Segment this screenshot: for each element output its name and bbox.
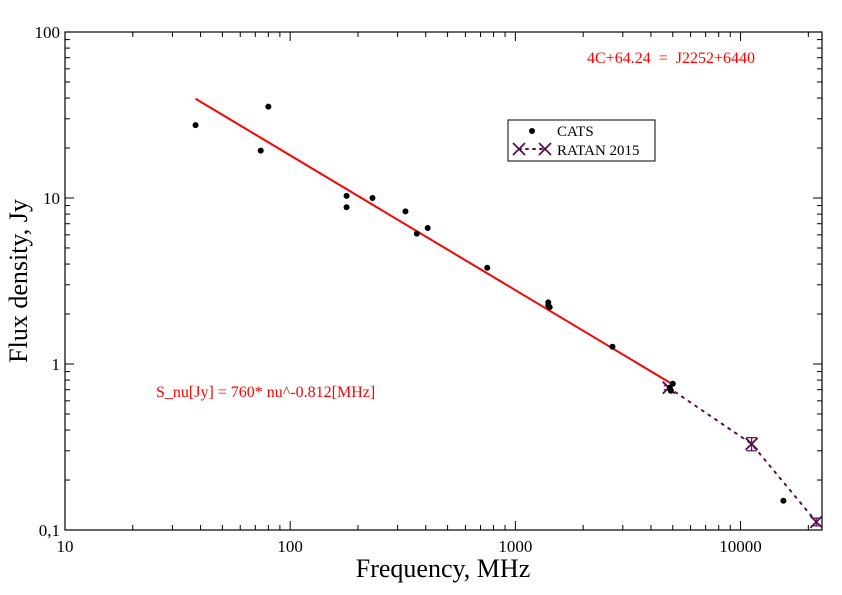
x-tick-label: 10 — [57, 537, 74, 556]
x-tick-label: 1000 — [498, 537, 532, 556]
ratan-dotted-line — [667, 386, 818, 523]
cats-point — [192, 122, 199, 129]
cats-point — [667, 387, 674, 394]
x-marker-stroke — [512, 142, 526, 156]
cats-point — [413, 230, 420, 237]
cats-point — [257, 147, 264, 154]
plot-area-border — [64, 31, 823, 531]
y-axis-title: Flux density, Jy — [4, 199, 33, 363]
axis-ticks: 10 100 1000 10000 0,1 1 10 100 — [35, 23, 822, 556]
fit-line — [195, 97, 672, 385]
plot-frame — [64, 31, 823, 531]
cats-point — [343, 192, 350, 199]
legend-label-cats: CATS — [557, 124, 594, 140]
y-tick-label: 1 — [52, 355, 61, 374]
cats-point — [669, 380, 676, 387]
ratan-point — [809, 515, 823, 529]
ratan-series-group — [662, 381, 823, 529]
cats-point — [424, 224, 431, 231]
y-tick-label: 10 — [43, 189, 60, 208]
x-tick-label: 100 — [277, 537, 303, 556]
cats-point — [546, 304, 553, 311]
x-tick-label: 10000 — [719, 537, 762, 556]
cats-point — [265, 103, 272, 110]
legend-label-ratan: RATAN 2015 — [557, 143, 640, 159]
y-tick-label: 0,1 — [39, 521, 60, 540]
fit-formula-annotation: S_nu[Jy] = 760* nu^-0.812[MHz] — [156, 384, 375, 401]
cats-point — [369, 195, 376, 201]
legend: CATS RATAN 2015 — [507, 119, 656, 162]
legend-ratan-x — [538, 142, 552, 156]
legend-ratan-x — [512, 142, 526, 156]
cats-point — [780, 497, 787, 504]
cats-point — [343, 204, 350, 211]
legend-ratan-marker — [512, 142, 552, 156]
x-marker-stroke — [809, 515, 823, 529]
cats-point — [484, 264, 491, 271]
fit-line-group — [195, 97, 672, 385]
cats-series-group — [192, 103, 787, 504]
x-axis-title: Frequency, MHz — [356, 554, 530, 583]
x-marker-stroke — [538, 142, 552, 156]
cats-point — [402, 208, 409, 215]
source-name-annotation: 4C+64.24 = J2252+6440 — [587, 50, 755, 67]
y-tick-label: 100 — [35, 23, 61, 42]
ratan-point — [744, 437, 759, 451]
cats-point — [609, 343, 616, 350]
legend-cats-dot — [529, 128, 535, 134]
legend-box — [507, 119, 656, 162]
x-marker-stroke — [744, 437, 759, 451]
legend-cats-marker — [529, 128, 535, 134]
